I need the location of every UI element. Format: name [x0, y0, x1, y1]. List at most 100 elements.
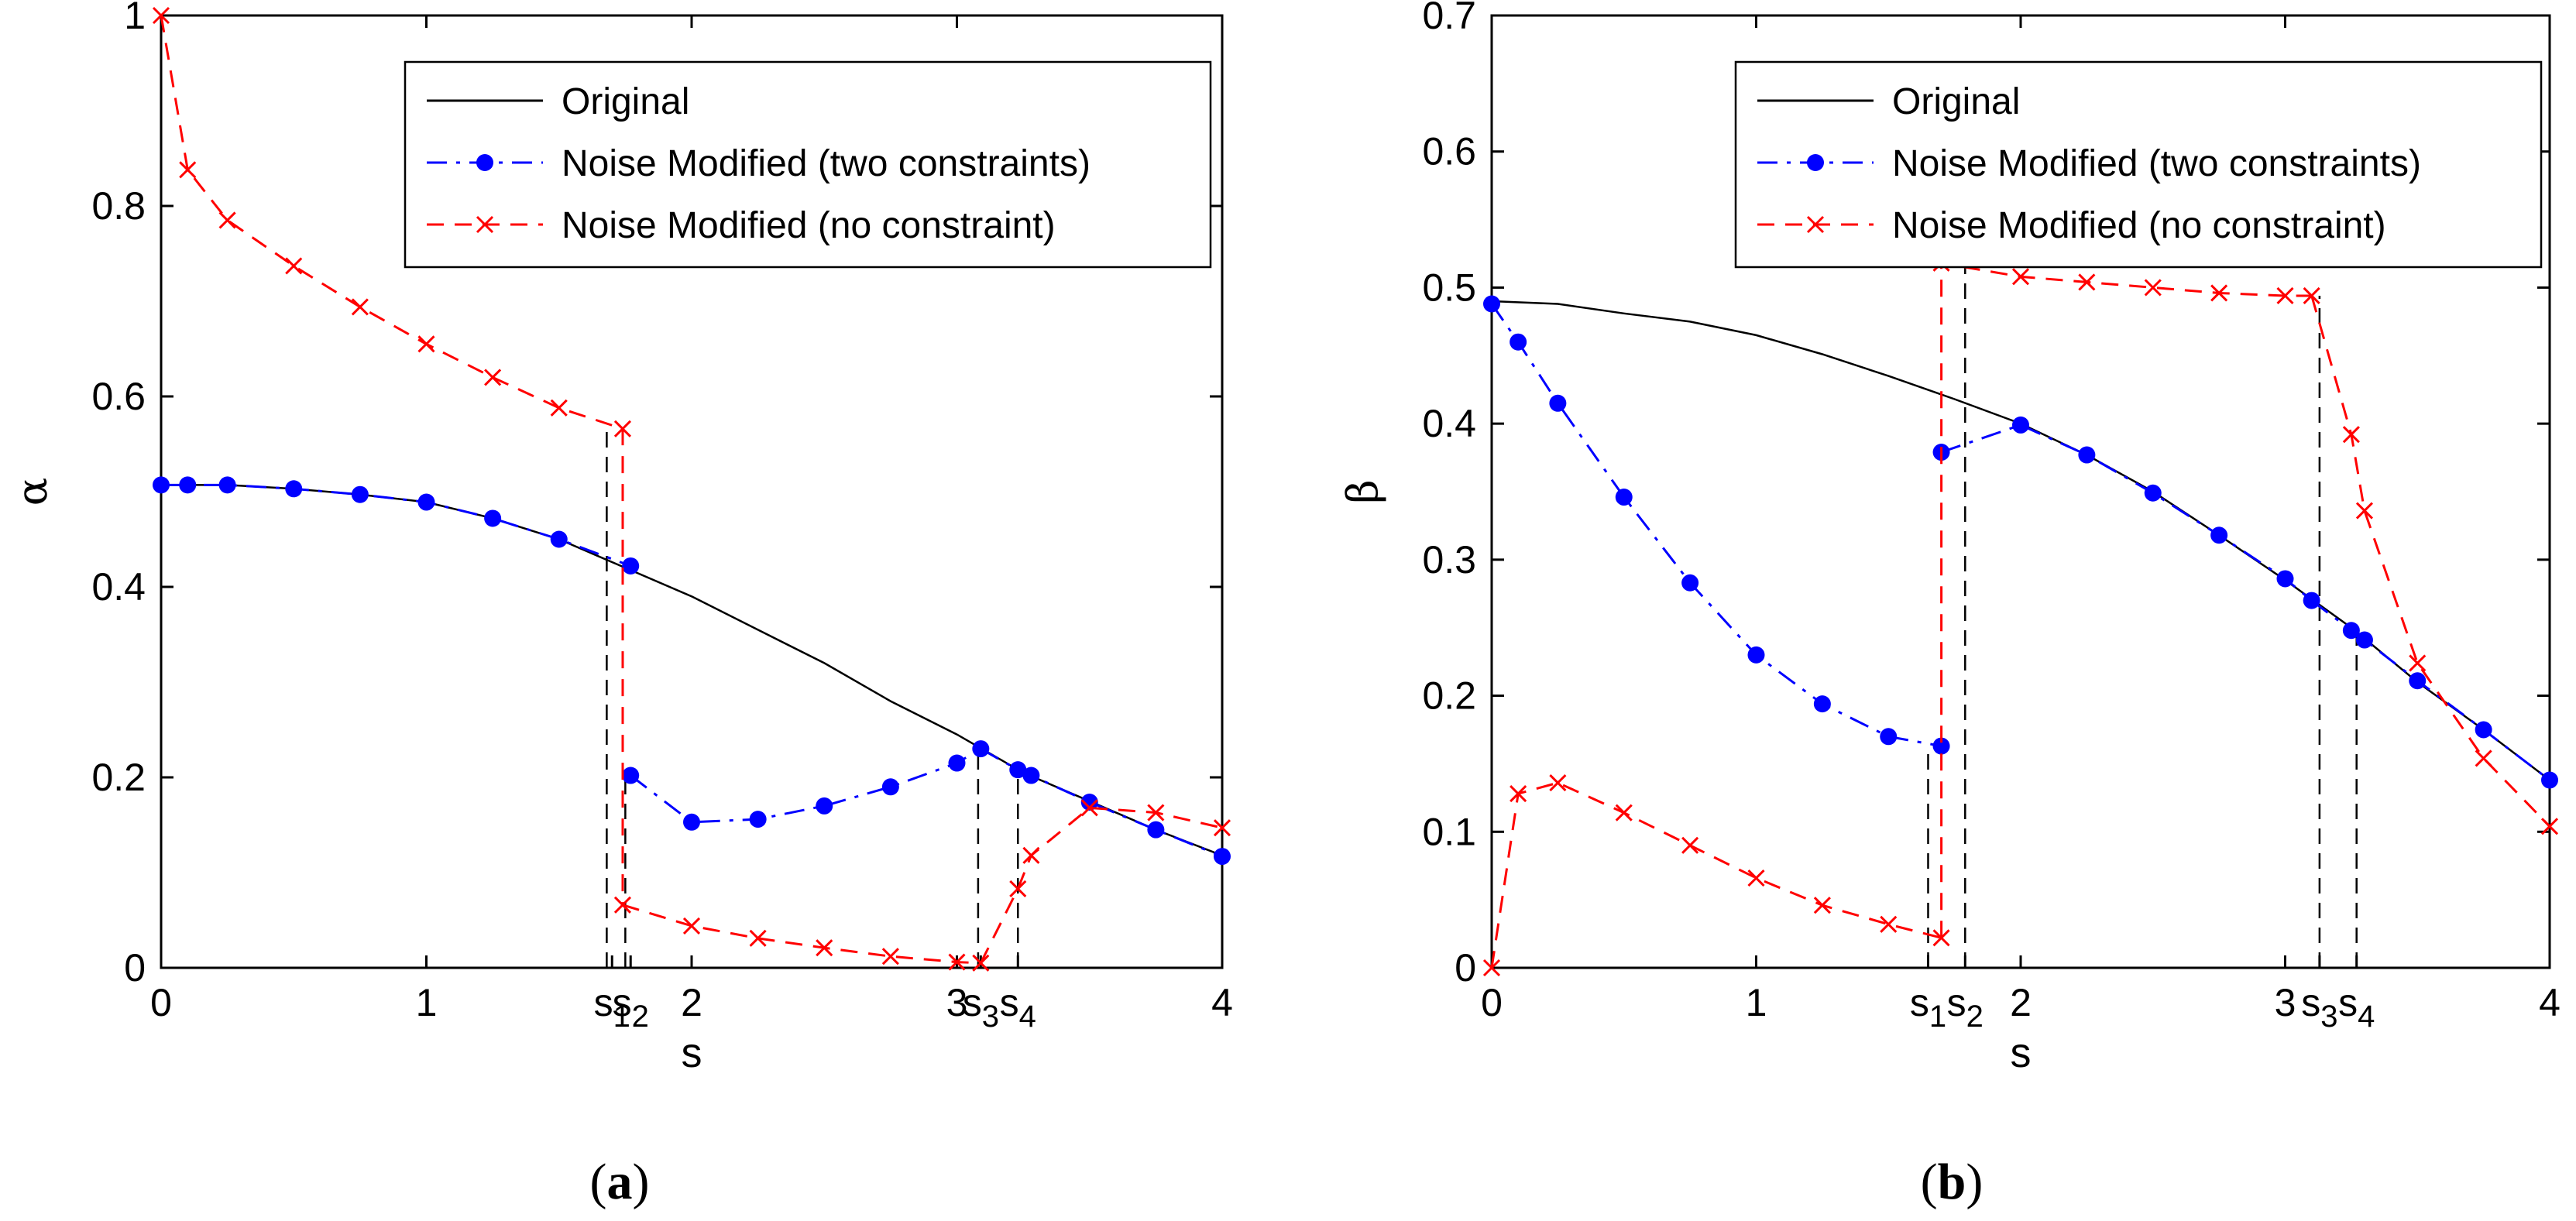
data-point [1880, 915, 1898, 933]
data-point [1147, 821, 1165, 839]
data-point [749, 811, 767, 828]
special-tick-label-s2: s2 [613, 981, 649, 1034]
data-point [2409, 672, 2427, 690]
y-tick-label: 0.1 [1422, 810, 1476, 853]
x-tick-label: 3 [2275, 981, 2296, 1024]
series-line [2310, 599, 2550, 781]
data-point [550, 530, 568, 548]
x-tick-label: 0 [1481, 981, 1503, 1024]
data-point [2342, 622, 2360, 640]
data-point [351, 298, 369, 316]
data-point [2210, 284, 2228, 302]
special-tick-label-s4: s4 [1000, 981, 1036, 1034]
data-point [1549, 394, 1567, 412]
legend: Original Noise Modified (two constraints)… [404, 60, 1212, 269]
data-point [2540, 818, 2559, 835]
legend-label: Original [562, 81, 689, 122]
series-line [979, 806, 1223, 964]
series-line [1940, 262, 2312, 938]
data-point [1932, 737, 1950, 755]
data-point [816, 797, 833, 815]
data-point [1615, 489, 1633, 506]
panel-label: (a) [590, 1154, 650, 1210]
data-point [2303, 592, 2320, 609]
data-point [152, 6, 170, 25]
data-point [1080, 793, 1098, 811]
x-tick-label: 4 [1211, 981, 1233, 1024]
data-point [972, 740, 990, 758]
data-point [1213, 819, 1231, 837]
legend-label: Noise Modified (two constraints) [562, 143, 1091, 184]
data-point [1615, 804, 1633, 821]
data-point [1932, 929, 1950, 947]
data-point [1147, 804, 1165, 821]
special-tick-label-s3: s3 [2301, 981, 2337, 1034]
legend-marker [476, 215, 494, 234]
x-tick-label: 2 [2010, 981, 2032, 1024]
panel-label: (b) [1921, 1154, 1984, 1210]
series-2 [152, 6, 1231, 972]
data-point [2475, 721, 2492, 739]
x-tick-label: 0 [150, 981, 172, 1024]
legend-label: Original [1892, 81, 2020, 122]
special-tick-label-s1: s1 [594, 981, 630, 1034]
x-tick-label: 2 [681, 981, 702, 1024]
y-tick-label: 0.2 [1422, 674, 1476, 718]
data-point [1022, 846, 1040, 864]
data-point [2342, 426, 2360, 444]
y-tick-label: 0.6 [91, 375, 146, 418]
legend-marker [1807, 154, 1824, 171]
y-axis-label: α [8, 478, 57, 506]
data-point [1747, 646, 1765, 664]
data-point [2276, 570, 2294, 588]
data-point [2409, 654, 2427, 672]
y-tick-label: 0.4 [91, 565, 146, 609]
data-point [1482, 959, 1501, 977]
data-point [2541, 771, 2558, 789]
data-point [682, 917, 701, 935]
data-point [153, 476, 170, 494]
data-point [1510, 785, 1527, 803]
series-2 [1482, 254, 2559, 977]
data-point [1214, 848, 1231, 866]
data-point [2144, 484, 2162, 502]
y-tick-label: 0.7 [1422, 0, 1476, 37]
legend-label: Noise Modified (two constraints) [1892, 143, 2421, 184]
data-point [2144, 279, 2162, 297]
data-point [613, 896, 632, 914]
legend-box [1734, 60, 2543, 269]
y-tick-label: 1 [124, 0, 146, 37]
data-point [2012, 416, 2029, 434]
series-1 [153, 476, 1231, 866]
data-point [622, 557, 640, 574]
x-tick-label: 4 [2539, 981, 2561, 1024]
data-point [2355, 502, 2374, 520]
series-1 [1483, 295, 2558, 789]
data-point [550, 399, 568, 417]
data-point [972, 954, 990, 972]
data-point [1681, 836, 1699, 854]
y-tick-label: 0 [1455, 946, 1476, 989]
data-point [749, 929, 767, 947]
legend: Original Noise Modified (two constraints)… [1734, 60, 2543, 269]
data-point [2276, 286, 2294, 305]
data-point [1022, 767, 1040, 784]
data-point [351, 485, 369, 503]
data-point [2475, 749, 2492, 767]
x-axis-label: s [682, 1030, 702, 1076]
data-point [218, 211, 236, 229]
data-point [1080, 799, 1098, 817]
data-point [285, 257, 303, 275]
data-point [1813, 897, 1831, 914]
data-point [1681, 574, 1699, 592]
data-point [2011, 268, 2030, 286]
data-point [2210, 526, 2228, 544]
data-point [881, 778, 899, 796]
x-tick-label: 3 [946, 981, 968, 1024]
data-point [1510, 333, 1527, 351]
data-point [948, 953, 966, 971]
special-tick-label-s4: s4 [2338, 981, 2375, 1034]
x-tick-label: 1 [416, 981, 438, 1024]
y-tick-label: 0.3 [1422, 538, 1476, 581]
data-point [1549, 773, 1567, 792]
